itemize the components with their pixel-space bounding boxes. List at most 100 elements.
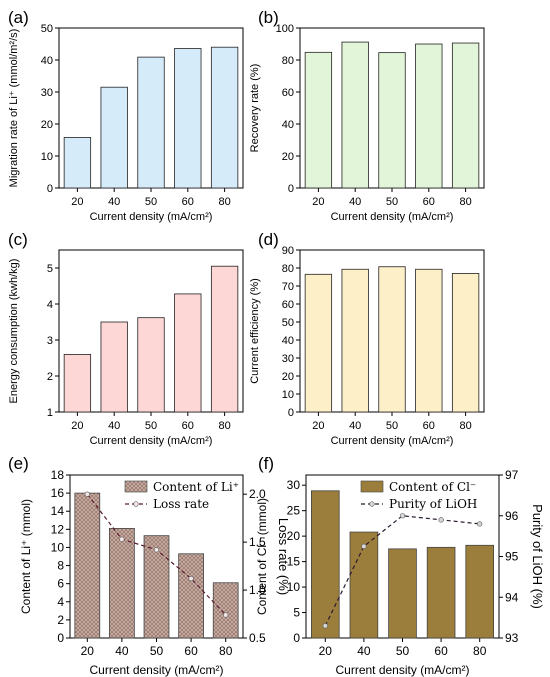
panel-label: (c)	[8, 230, 28, 249]
x-tick-label: 40	[108, 196, 120, 208]
y-tick-label: 2	[47, 371, 53, 383]
x-tick-label: 20	[71, 196, 83, 208]
y-tick-label: 5	[47, 263, 53, 275]
y-axis-label: Energy consumption (kwh/kg)	[8, 259, 20, 404]
x-tick-label: 80	[218, 196, 230, 208]
x-tick-label: 20	[71, 420, 83, 432]
legend-marker	[369, 501, 375, 507]
bar	[74, 492, 101, 639]
y-tick-label: 30	[287, 478, 301, 492]
y-axis-label: Content of Li⁺ (mmol)	[19, 499, 33, 614]
line-point	[119, 536, 125, 542]
y-tick-label: 20	[282, 151, 294, 163]
bar	[143, 535, 170, 639]
panel-label: (b)	[258, 8, 279, 27]
y-tick-label: 25	[287, 504, 301, 518]
bar	[210, 265, 239, 413]
bar	[174, 48, 202, 189]
legend: Content of Cl⁻ Purity of LiOH	[360, 480, 477, 511]
bar	[341, 41, 369, 189]
y-tick-label: 5	[293, 606, 300, 620]
x-axis-label: Current density (mA/cm²)	[331, 211, 454, 223]
y-right-axis-label: Loss rate (%)	[276, 518, 291, 595]
y-tick-label: 8	[57, 559, 64, 573]
bar	[378, 52, 406, 189]
bar	[174, 293, 202, 413]
y-right-tick-label: 2.0	[249, 487, 266, 501]
y-tick-label: 90	[282, 245, 294, 257]
legend-swatch-bar	[360, 480, 384, 493]
x-tick-label: 50	[386, 196, 398, 208]
x-tick-label: 60	[182, 196, 194, 208]
bar	[212, 582, 239, 639]
y-tick-label: 40	[41, 55, 53, 67]
y-right-tick-label: 96	[505, 509, 519, 523]
y-tick-label: 1	[47, 407, 53, 419]
line-point	[322, 623, 328, 629]
chart-panel-6: (f) 0 5 10 15 20 25 30 20 40 50 60 80 93 94 95 96 97 Purit…	[255, 454, 545, 677]
bar	[388, 548, 417, 639]
line-point	[399, 513, 406, 519]
line-point	[223, 612, 229, 618]
line-point	[438, 517, 444, 523]
y-tick-label: 80	[282, 263, 294, 275]
x-tick-label: 40	[115, 644, 129, 658]
x-tick-label: 20	[312, 420, 324, 432]
y-tick-label: 10	[51, 540, 65, 554]
bar	[100, 321, 128, 413]
x-tick-label: 40	[349, 196, 361, 208]
legend-swatch-bar	[124, 480, 148, 493]
y-tick-label: 100	[276, 23, 294, 35]
legend-label: Content of Li⁺	[153, 480, 239, 494]
line-point	[188, 575, 194, 582]
x-tick-label: 50	[145, 420, 157, 432]
line-point	[477, 521, 483, 527]
bar	[426, 546, 456, 639]
x-tick-label: 20	[312, 196, 324, 208]
y-tick-label: 2	[57, 613, 64, 627]
bar	[137, 56, 165, 189]
y-tick-label: 10	[282, 389, 294, 401]
x-axis-label: Current density (mA/cm²)	[90, 435, 213, 447]
y-tick-label: 15	[287, 555, 301, 569]
chart-panel-1: (a) 0 10 20 30 40 50 20 40 50 60 80 Current density …	[8, 8, 244, 223]
bar	[465, 544, 494, 639]
line-point	[153, 547, 160, 553]
chart-panel-5: (e) 0 2 4 6 8 10 12 14 16 18 20 40 50 60 80 0.5 1.0 1.5 2.0…	[8, 454, 291, 677]
legend-label: Purity of LiOH	[389, 497, 477, 511]
x-axis-label: Current density (mA/cm²)	[331, 435, 454, 447]
y-tick-label: 3	[47, 335, 53, 347]
y-axis-label: Recovery rate (%)	[249, 64, 261, 153]
y-right-tick-label: 97	[505, 468, 519, 482]
x-tick-label: 60	[423, 420, 435, 432]
y-tick-label: 30	[282, 353, 294, 365]
x-axis-label: Current density (mA/cm²)	[89, 663, 223, 677]
y-tick-label: 0	[293, 631, 300, 645]
x-tick-label: 80	[473, 644, 487, 658]
x-tick-label: 40	[357, 644, 371, 658]
y-tick-label: 4	[57, 595, 64, 609]
x-tick-label: 50	[386, 420, 398, 432]
y-tick-label: 14	[51, 504, 65, 518]
bar	[63, 353, 92, 413]
y-right-axis-label: Purity of LiOH (%)	[530, 504, 545, 609]
bar	[109, 528, 135, 639]
x-axis-label: Current density (mA/cm²)	[335, 663, 469, 677]
y-tick-label: 20	[282, 371, 294, 383]
bar	[178, 553, 204, 639]
legend-marker	[133, 501, 139, 507]
y-right-tick-label: 1.5	[249, 535, 266, 549]
x-tick-label: 60	[423, 196, 435, 208]
chart-panel-2: (b) 0 20 40 60 80 100 20 40 50 60 80 Current density…	[249, 8, 485, 223]
y-right-tick-label: 1.0	[249, 583, 266, 597]
y-right-tick-label: 0.5	[249, 631, 266, 645]
bar	[137, 317, 165, 413]
x-tick-label: 60	[182, 420, 194, 432]
legend: Content of Li⁺ Loss rate	[124, 480, 239, 511]
y-tick-label: 20	[287, 529, 301, 543]
y-axis-label: Content of Cl⁻ (mmol)	[255, 498, 269, 615]
y-tick-label: 4	[47, 299, 53, 311]
chart-panel-3: (c) 1 2 3 4 5 20 40 50 60 80 Current density (mA/cm…	[8, 230, 244, 447]
y-right-tick-label: 93	[505, 631, 519, 645]
